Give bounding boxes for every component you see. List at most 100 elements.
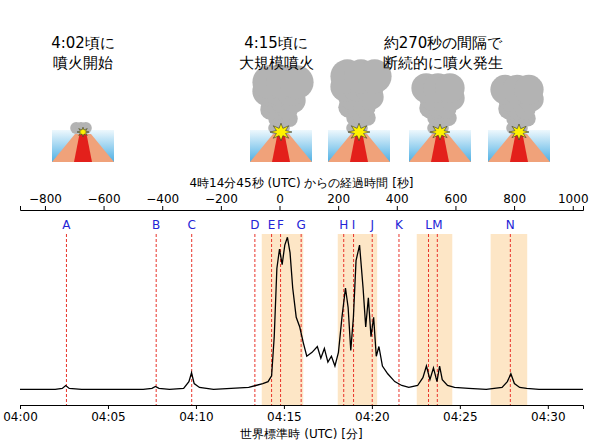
tick-label: −400 (146, 192, 179, 206)
volcano-icon (52, 122, 114, 162)
tick-label: 800 (503, 192, 526, 206)
tick-label: −200 (205, 192, 238, 206)
event-label: F (277, 218, 284, 232)
tick-mark (45, 206, 46, 210)
tick-label: 04:30 (531, 410, 566, 424)
tick: 200 (327, 192, 350, 210)
event-label: I (352, 218, 356, 232)
volcano-icon (409, 73, 471, 162)
tick: 04:05 (91, 405, 126, 424)
event-line (301, 234, 302, 405)
tick: −400 (146, 192, 179, 210)
plume (411, 73, 464, 134)
tick-mark (196, 405, 197, 409)
tick-label: 04:20 (355, 410, 390, 424)
tick: 04:30 (531, 405, 566, 424)
axis-title: 世界標準時 (UTC) [分] (240, 427, 362, 441)
tick-mark (514, 206, 515, 210)
annotation: 約270秒の間隔で (384, 34, 504, 52)
tick: 1000 (558, 192, 589, 210)
event-line (343, 234, 344, 405)
event-label: J (369, 218, 374, 232)
chart: 4:02頃に噴火開始 4:15頃に大規模噴火 約270秒の間隔で断続的に噴火発生 A B… (0, 0, 592, 446)
tick-label: 200 (327, 192, 350, 206)
tick-mark (397, 206, 398, 210)
annotation: 噴火開始 (53, 54, 113, 72)
tick-label: 04:10 (179, 410, 214, 424)
tick-mark (104, 206, 105, 210)
event-label: A (62, 218, 71, 232)
tick: −200 (205, 192, 238, 210)
plot-area (20, 234, 583, 405)
tick-label: 0 (276, 192, 284, 206)
volcano-icon (328, 59, 392, 162)
axis: 04:00 04:05 04:10 04:15 04:20 04:25 04:30 (3, 405, 583, 424)
annotation: 4:02頃に (51, 34, 115, 52)
tick: 400 (386, 192, 409, 210)
tick-mark (221, 206, 222, 210)
tick: 800 (503, 192, 526, 210)
tick-label: 04:00 (3, 410, 38, 424)
event-label: L (425, 218, 432, 232)
tick-mark (162, 206, 163, 210)
tick-mark (20, 405, 21, 409)
event-label: E (268, 218, 276, 232)
event-line (66, 234, 67, 405)
axis-line (21, 406, 584, 410)
tick: 04:20 (355, 405, 390, 424)
axis-line (21, 206, 584, 211)
event-label: H (339, 218, 348, 232)
annotation: 4:15頃に (244, 34, 308, 52)
tick-mark (108, 405, 109, 409)
event-line (254, 234, 255, 405)
event-line (428, 234, 429, 405)
tick-label: 1000 (558, 192, 589, 206)
volcano-icon (250, 65, 314, 162)
annotation: 大規模噴火 (239, 54, 314, 72)
volcano-icon (488, 75, 550, 162)
plume-puff (435, 73, 465, 103)
event-line (372, 234, 373, 405)
tick-label: 04:05 (91, 410, 126, 424)
series-line (20, 237, 583, 389)
tick-label: −800 (29, 192, 62, 206)
event-line (398, 234, 399, 405)
cone (52, 134, 114, 162)
tick-label: 04:25 (443, 410, 478, 424)
burst (430, 124, 450, 140)
tick: 04:00 (3, 405, 38, 424)
tick: 04:15 (267, 405, 302, 424)
tick-mark (573, 206, 574, 210)
axis-title: 4時14分45秒 (UTC) からの経過時間 [秒] (189, 176, 413, 190)
tick-mark (455, 206, 456, 210)
event-line (510, 234, 511, 405)
event-line (156, 234, 157, 405)
tick-mark (280, 206, 281, 210)
tick: 0 (276, 192, 284, 210)
tick: 600 (444, 192, 467, 210)
event-label: K (395, 218, 404, 232)
event-label: B (152, 218, 160, 232)
event-label: D (250, 218, 259, 232)
plume (490, 75, 543, 134)
tick-mark (338, 206, 339, 210)
burst (270, 123, 292, 141)
event-label: M (432, 218, 442, 232)
tick: −800 (29, 192, 62, 210)
event-label: N (506, 218, 515, 232)
tick-label: −600 (88, 192, 121, 206)
illustration (52, 59, 550, 162)
magma (74, 134, 92, 162)
burst (77, 127, 89, 137)
tick-mark (548, 405, 549, 409)
plume-puff (514, 75, 544, 105)
plume (252, 65, 313, 134)
tick-mark (460, 405, 461, 409)
annotation: 断続的に噴火発生 (383, 54, 503, 72)
tick: −600 (88, 192, 121, 210)
axis: −800 −600 −400 −200 0 200 400 600 800 1000 (21, 192, 589, 211)
tick: 04:10 (179, 405, 214, 424)
event-line (271, 234, 272, 405)
burst (509, 124, 529, 140)
event-line (191, 234, 192, 405)
